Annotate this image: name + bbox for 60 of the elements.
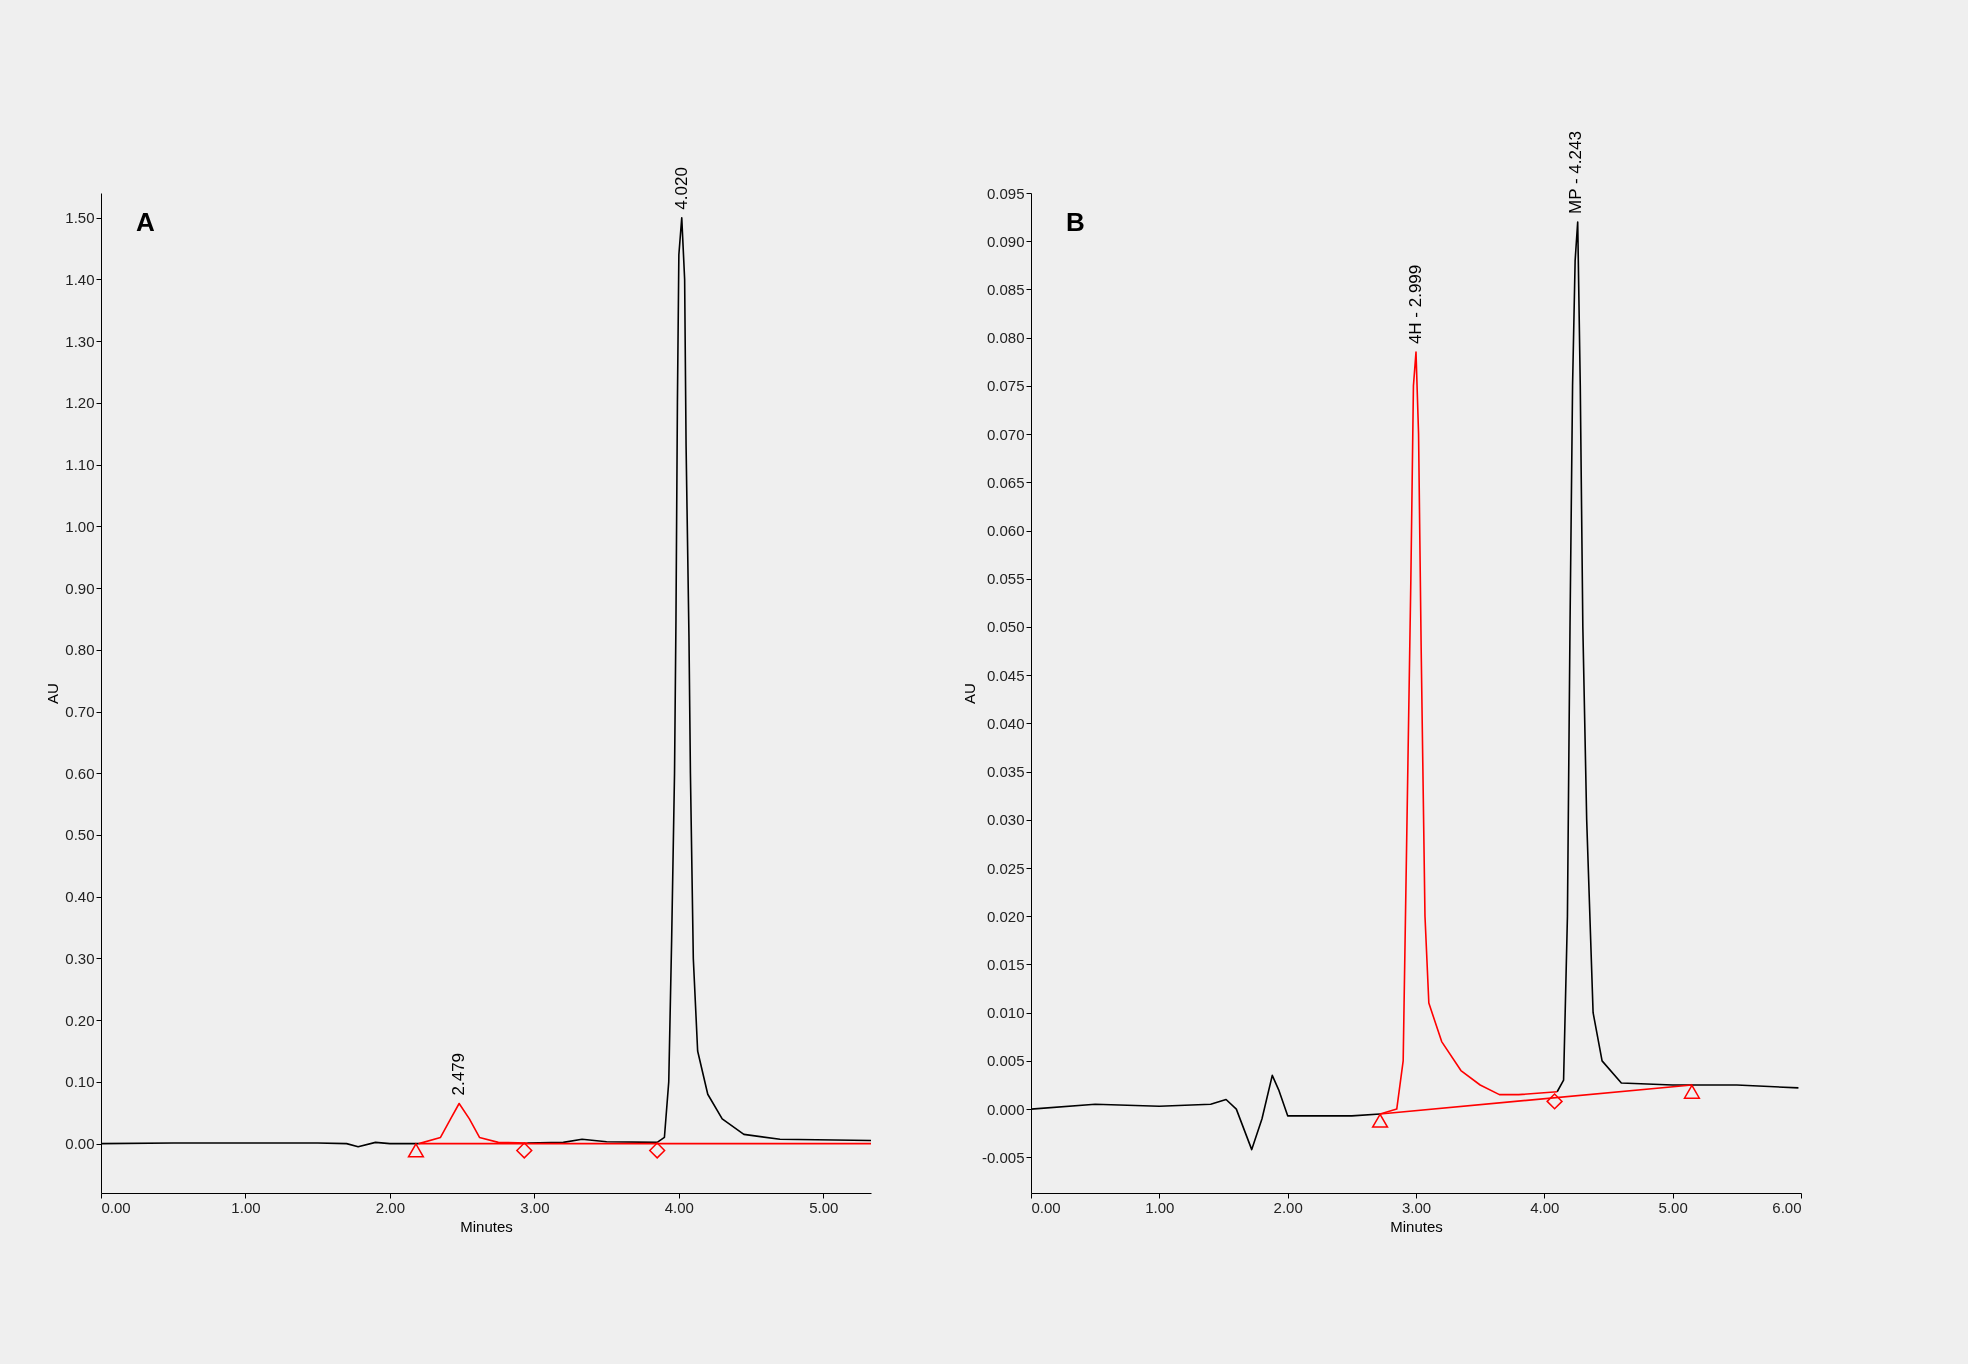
- annotation: 4.020: [671, 167, 691, 210]
- x-tick-label: 2.00: [1273, 1198, 1303, 1216]
- y-tick-label: 0.030: [986, 811, 1025, 829]
- x-tick-label: 3.00: [520, 1198, 550, 1216]
- text: A: [136, 207, 155, 237]
- y-tick-label: 0.080: [986, 329, 1025, 347]
- y-axis-title: AU: [44, 683, 62, 704]
- y-tick-label: 1.40: [65, 270, 95, 288]
- y-tick-label: 0.30: [65, 949, 95, 967]
- y-tick-label: 0.90: [65, 579, 95, 597]
- x-tick-label: 0.00: [101, 1198, 131, 1216]
- y-tick-label: -0.005: [981, 1148, 1025, 1166]
- x-tick-label: 2.00: [375, 1198, 406, 1216]
- y-axis-title: AU: [960, 683, 978, 704]
- y-tick-label: 0.070: [986, 425, 1025, 443]
- y-tick-label: 0.060: [986, 522, 1025, 540]
- x-axis-title: Minutes: [460, 1217, 513, 1235]
- y-tick-label: 1.10: [65, 456, 95, 474]
- x-tick-label: 0.00: [1031, 1198, 1061, 1216]
- y-tick-label: 1.30: [65, 332, 95, 350]
- y-tick-label: 0.090: [986, 232, 1025, 250]
- x-tick-label: 3.00: [1401, 1198, 1432, 1216]
- annotation: MP - 4.243: [1565, 131, 1585, 214]
- y-tick-label: 0.50: [65, 826, 95, 844]
- y-tick-label: 0.20: [65, 1011, 95, 1029]
- y-tick-label: 0.80: [65, 641, 95, 659]
- y-tick-label: 0.005: [986, 1052, 1025, 1070]
- y-tick-label: 0.020: [986, 907, 1025, 925]
- y-tick-label: 0.40: [65, 888, 95, 906]
- x-tick-label: 5.00: [1658, 1198, 1688, 1216]
- y-tick-label: 0.050: [986, 618, 1025, 636]
- y-tick-label: 0.025: [986, 859, 1025, 877]
- y-tick-label: 0.085: [986, 280, 1025, 298]
- x-tick-label: 4.00: [1530, 1198, 1560, 1216]
- y-tick-label: 0.10: [65, 1073, 95, 1091]
- y-tick-label: 0.015: [986, 955, 1025, 973]
- y-tick-label: 0.045: [986, 666, 1025, 684]
- y-tick-label: 1.20: [65, 394, 95, 412]
- y-tick-label: 0.70: [65, 703, 95, 721]
- annotation: 4H - 2.999: [1405, 264, 1425, 345]
- y-tick-label: 0.040: [986, 714, 1025, 732]
- y-tick-label: 1.00: [65, 517, 95, 535]
- annotation: 2.479: [449, 1052, 469, 1096]
- y-tick-label: 0.065: [986, 473, 1025, 491]
- y-tick-label: 0.010: [986, 1004, 1025, 1022]
- x-axis-title: Minutes: [1390, 1217, 1443, 1235]
- x-tick-label: 6.00: [1772, 1198, 1802, 1216]
- x-tick-label: 1.00: [231, 1198, 261, 1216]
- y-tick-label: 0.075: [986, 377, 1025, 395]
- y-tick-label: 0.60: [65, 764, 95, 782]
- x-tick-label: 1.00: [1145, 1198, 1175, 1216]
- text: B: [1066, 207, 1085, 237]
- y-tick-label: 0.055: [986, 570, 1025, 588]
- x-tick-label: 5.00: [809, 1198, 839, 1216]
- y-tick-label: 0.095: [986, 184, 1025, 202]
- y-tick-label: 1.50: [65, 209, 95, 227]
- y-tick-label: 0.000: [986, 1100, 1025, 1118]
- y-tick-label: 0.035: [986, 763, 1025, 781]
- y-tick-label: 0.00: [65, 1135, 95, 1153]
- x-tick-label: 4.00: [664, 1198, 694, 1216]
